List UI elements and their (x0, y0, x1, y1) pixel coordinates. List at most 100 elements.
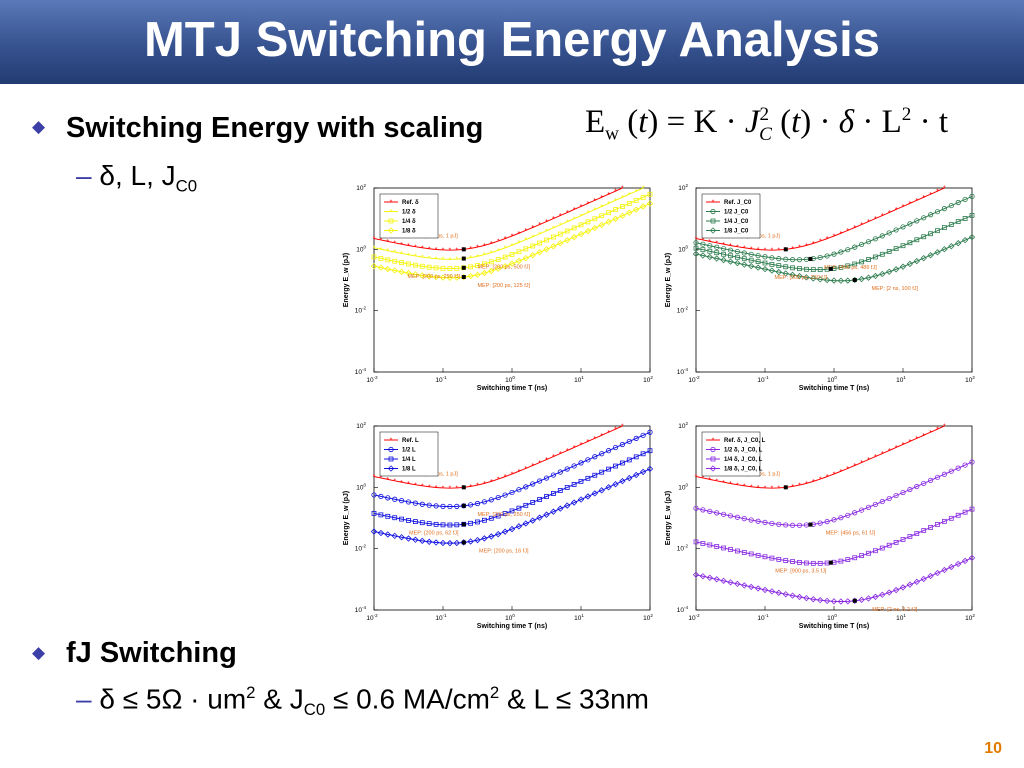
series-point: * (805, 243, 808, 250)
series-point (893, 227, 899, 233)
series-point: * (573, 216, 576, 223)
series-point (892, 266, 900, 273)
series-point: * (587, 210, 590, 217)
series-point (872, 548, 878, 554)
series-point (927, 477, 934, 483)
series-point (592, 216, 598, 222)
series-line (695, 425, 945, 489)
series-point (700, 241, 706, 247)
series-point (639, 203, 647, 210)
formula-equals: = (666, 104, 686, 140)
formula-sup2a: 2 (759, 104, 770, 125)
series-point (585, 475, 591, 481)
series-point: * (791, 484, 794, 491)
series-point (768, 588, 776, 595)
mep-point (461, 265, 466, 270)
series-point (599, 213, 605, 219)
series-point: * (771, 486, 774, 493)
series-point (734, 514, 741, 520)
series-point: * (476, 483, 479, 490)
series-point (612, 215, 619, 222)
series-point: * (518, 240, 521, 247)
series-point: * (929, 430, 932, 437)
series-point (385, 495, 391, 501)
series-point (824, 519, 830, 525)
series-point (913, 578, 920, 586)
series-point (543, 475, 550, 481)
bullet-switching-energy: Switching Energy with scaling (66, 112, 484, 144)
series-point (920, 255, 927, 262)
series-point (761, 586, 769, 594)
series-point (646, 200, 654, 207)
series-point: * (587, 439, 590, 446)
series-point: * (840, 231, 843, 238)
series-point: * (729, 481, 732, 488)
series-point: * (702, 476, 705, 483)
series-point (879, 270, 886, 278)
series-point (550, 508, 557, 515)
series-point: * (895, 445, 898, 452)
series-point: * (455, 486, 458, 493)
series-point (907, 486, 913, 493)
series-point (454, 522, 460, 528)
series-point (838, 515, 844, 521)
title-bar (0, 0, 1024, 84)
series-point: * (833, 472, 836, 479)
series-point (613, 207, 618, 212)
series-point: * (715, 478, 718, 485)
series-point (440, 265, 446, 271)
series-point: * (819, 239, 822, 246)
series-point (748, 583, 755, 591)
series-point: * (511, 472, 514, 479)
series-point (928, 231, 934, 237)
chart-jc0-scaling: 10-2 10-1 100 101 10210-410-2100102Switching… (660, 174, 990, 394)
series-point (845, 247, 851, 253)
series-point (619, 460, 625, 466)
series-point (550, 491, 556, 496)
series-point: * (702, 238, 705, 245)
sub-bullet-conditions: – δ ≤ 5Ω · um2 & JC0 ≤ 0.6 MA/cm2 & L ≤ … (76, 683, 649, 720)
cond-jc0-sup: 2 (489, 683, 500, 702)
series-point (838, 249, 844, 255)
legend-marker (710, 208, 716, 215)
series-point (776, 556, 782, 562)
series-point (529, 252, 536, 259)
series-point (796, 257, 803, 263)
series-point (797, 266, 802, 272)
series-point (370, 528, 378, 535)
series-point: * (483, 252, 486, 259)
series-point: * (455, 257, 458, 264)
series-point: * (764, 248, 767, 255)
series-point: * (915, 198, 918, 205)
mep-point (783, 485, 788, 490)
series-point (810, 560, 816, 566)
legend-marker: * (390, 209, 393, 216)
series-point (598, 487, 605, 494)
bullet-fj-switching: fJ Switching (66, 637, 237, 669)
slide-title: MTJ Switching Energy Analysis (143, 13, 881, 67)
series-point (488, 497, 494, 503)
series-point (968, 233, 976, 241)
series-point (948, 202, 954, 209)
series-point: * (826, 236, 829, 243)
series-point (509, 508, 515, 514)
mep-label: MEP: [200 ps, 16 fJ] (479, 548, 529, 554)
series-point: * (860, 460, 863, 467)
series-point (647, 448, 653, 454)
series-point (838, 558, 844, 564)
series-point: * (545, 228, 548, 235)
series-point: * (743, 483, 746, 490)
series-point (714, 544, 720, 549)
series-point (468, 264, 474, 270)
series-point (921, 234, 927, 240)
mep-point (461, 485, 466, 490)
series-point (516, 487, 522, 493)
series-point: * (545, 457, 548, 464)
series-point: * (722, 480, 725, 487)
formula-sup2b: 2 (901, 104, 912, 125)
series-point (893, 539, 899, 545)
series-point (481, 261, 487, 267)
cond-delta: δ ≤ 5Ω · um (99, 683, 247, 715)
x-tick-label: 101 (896, 375, 906, 384)
series-point (606, 466, 612, 472)
